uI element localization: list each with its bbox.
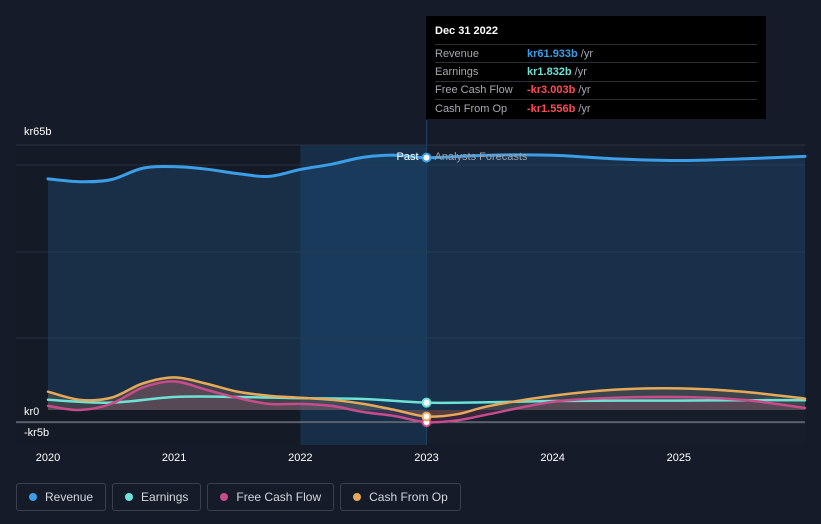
highlight-region [300, 145, 427, 445]
x-tick-label: 2024 [540, 452, 564, 464]
legend-dot-icon [220, 493, 229, 501]
tooltip-label: Earnings [435, 65, 479, 78]
series-line-revenue [46, 153, 807, 184]
past-label: Past [396, 151, 418, 163]
tooltip-unit: /yr [578, 84, 591, 97]
series-line-free-cash-flow [46, 380, 807, 424]
legend-label: Free Cash Flow [236, 490, 322, 504]
series-marker [421, 152, 432, 163]
x-tick-label: 2020 [36, 452, 60, 464]
tooltip-label: Cash From Op [435, 102, 508, 115]
series-line-cash-from-op [46, 376, 807, 418]
legend: Revenue Earnings Free Cash Flow Cash Fro… [16, 483, 461, 513]
tooltip-row-revenue: Revenue kr61.933b /yr [435, 44, 757, 62]
tooltip-value: kr1.832b [527, 65, 572, 78]
x-tick-label: 2023 [414, 452, 438, 464]
tooltip-value: kr61.933b [527, 47, 578, 60]
forecast-label: Analysts Forecasts [435, 151, 528, 163]
tooltip: Dec 31 2022 Revenue kr61.933b /yr Earnin… [426, 16, 766, 119]
series-marker [421, 411, 432, 422]
tooltip-unit: /yr [580, 47, 593, 60]
tooltip-unit: /yr [574, 65, 587, 78]
series-area-3 [48, 377, 805, 417]
legend-label: Earnings [141, 490, 189, 504]
legend-item-free-cash-flow[interactable]: Free Cash Flow [207, 483, 335, 511]
legend-label: Cash From Op [369, 490, 448, 504]
x-tick-label: 2025 [667, 452, 691, 464]
legend-label: Revenue [45, 490, 94, 504]
legend-dot-icon [125, 493, 134, 501]
tooltip-value: -kr3.003b [527, 84, 576, 97]
legend-dot-icon [353, 493, 362, 501]
tooltip-label: Revenue [435, 47, 480, 60]
series-marker [421, 397, 432, 408]
tooltip-row-cash-from-op: Cash From Op -kr1.556b /yr [435, 98, 757, 117]
tooltip-value: -kr1.556b [527, 102, 576, 115]
tooltip-date: Dec 31 2022 [435, 25, 498, 37]
y-tick-label: kr0 [24, 406, 39, 418]
tooltip-label: Free Cash Flow [435, 84, 513, 97]
y-tick-label: -kr5b [24, 427, 49, 439]
legend-item-cash-from-op[interactable]: Cash From Op [340, 483, 461, 511]
tooltip-row-free-cash-flow: Free Cash Flow -kr3.003b /yr [435, 80, 757, 99]
legend-item-revenue[interactable]: Revenue [16, 483, 107, 511]
x-tick-label: 2022 [288, 452, 312, 464]
tooltip-unit: /yr [578, 102, 591, 115]
x-tick-label: 2021 [162, 452, 186, 464]
y-tick-label: kr65b [24, 126, 52, 138]
legend-item-earnings[interactable]: Earnings [112, 483, 202, 511]
tooltip-row-earnings: Earnings kr1.832b /yr [435, 62, 757, 80]
legend-dot-icon [29, 493, 37, 501]
